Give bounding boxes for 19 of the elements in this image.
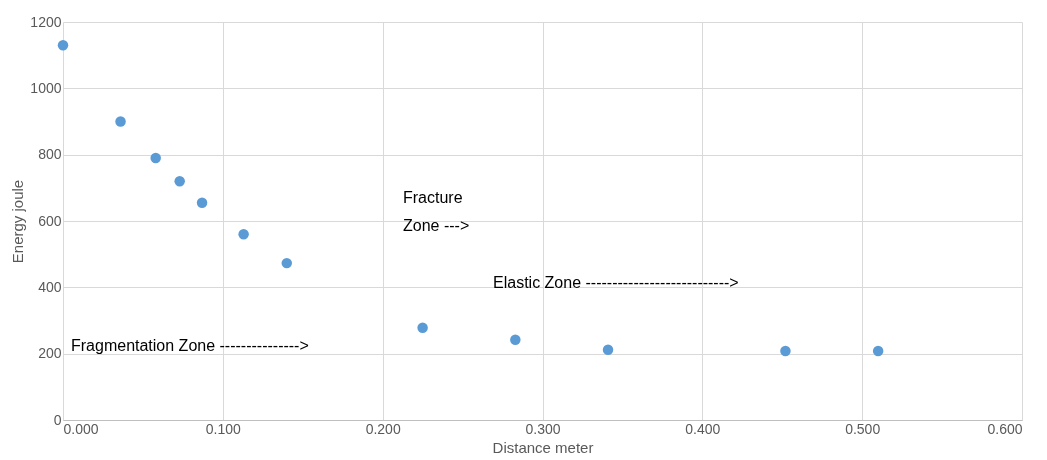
- x-tick-label: 0.600: [987, 420, 1023, 437]
- y-tick-label: 200: [38, 345, 62, 362]
- x-tick-label: 0.300: [525, 420, 561, 437]
- x-tick-label: 0.100: [205, 420, 242, 437]
- y-axis-title: Energy joule: [9, 179, 27, 264]
- y-tick-label: 1000: [30, 79, 62, 96]
- x-tick-label: 0.000: [63, 420, 99, 437]
- x-tick-label: 0.200: [365, 420, 401, 437]
- y-tick-label: 0: [53, 411, 62, 428]
- y-tick-label: 800: [38, 146, 62, 163]
- x-axis-title: Distance meter: [492, 438, 594, 456]
- annotation: Fragmentation Zone --------------->: [71, 337, 309, 354]
- x-tick-label: 0.400: [685, 420, 721, 437]
- y-tick-label: 1200: [30, 13, 62, 30]
- annotation: Fracture Zone --->: [403, 189, 470, 234]
- annotation: Elastic Zone --------------------------->: [493, 274, 739, 291]
- y-tick-label: 600: [38, 212, 62, 229]
- y-tick-label: 400: [38, 278, 62, 295]
- x-tick-label: 0.500: [845, 420, 881, 437]
